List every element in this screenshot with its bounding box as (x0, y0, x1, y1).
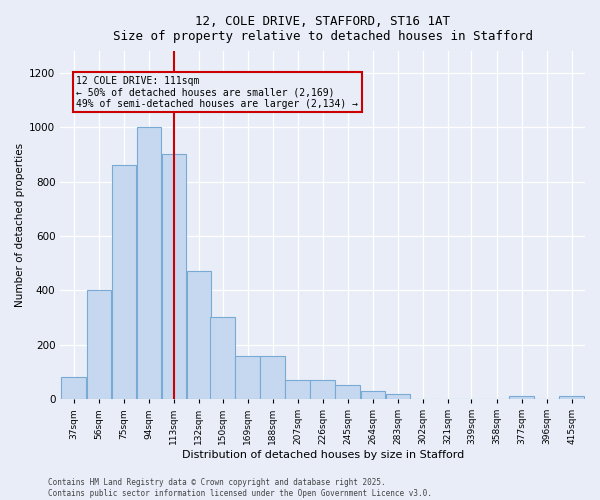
Bar (161, 154, 186, 399)
Bar (386, 394, 410, 399)
Bar (559, 396, 584, 399)
Bar (137, 127, 161, 399)
Bar (112, 166, 136, 399)
Bar (211, 318, 235, 399)
Bar (187, 272, 211, 399)
X-axis label: Distribution of detached houses by size in Stafford: Distribution of detached houses by size … (182, 450, 464, 460)
Bar (335, 386, 360, 399)
Bar (361, 391, 385, 399)
Bar (509, 396, 534, 399)
Y-axis label: Number of detached properties: Number of detached properties (15, 143, 25, 307)
Bar (235, 356, 260, 399)
Bar (61, 378, 86, 399)
Bar (310, 380, 335, 399)
Text: Contains HM Land Registry data © Crown copyright and database right 2025.
Contai: Contains HM Land Registry data © Crown c… (48, 478, 432, 498)
Bar (286, 380, 310, 399)
Text: 12 COLE DRIVE: 111sqm
← 50% of detached houses are smaller (2,169)
49% of semi-d: 12 COLE DRIVE: 111sqm ← 50% of detached … (76, 76, 358, 109)
Title: 12, COLE DRIVE, STAFFORD, ST16 1AT
Size of property relative to detached houses : 12, COLE DRIVE, STAFFORD, ST16 1AT Size … (113, 15, 533, 43)
Bar (86, 290, 111, 399)
Bar (260, 356, 285, 399)
